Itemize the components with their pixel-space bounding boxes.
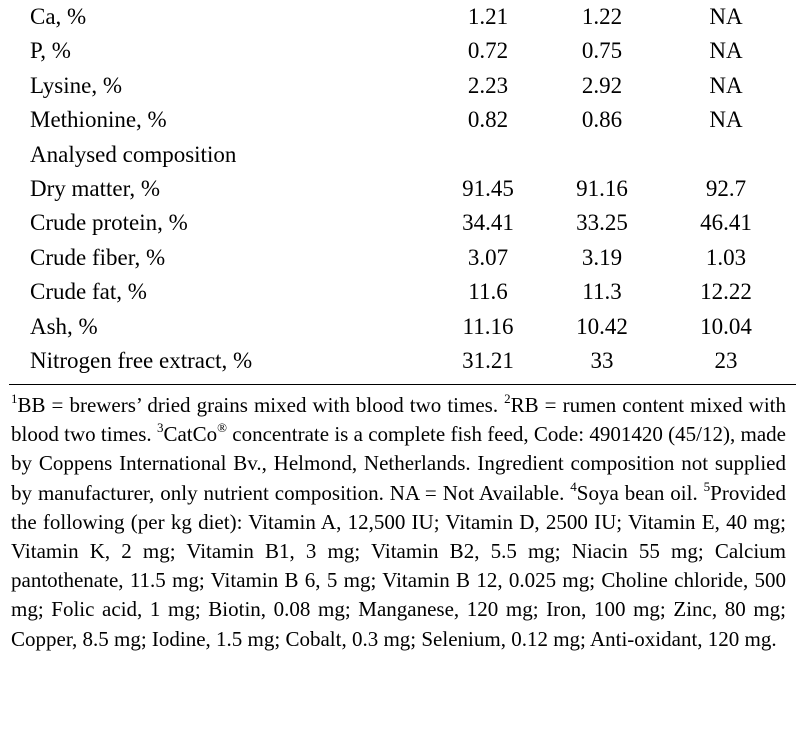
section-heading: Analysed composition [30, 141, 237, 167]
cell-value: 31.21 [462, 347, 514, 373]
table-row: Crude fat, % 11.6 11.3 12.22 [0, 275, 805, 309]
footnote-marker: 5 [703, 478, 711, 494]
cell-value: 2.92 [581, 72, 623, 98]
cell-value: 33 [590, 347, 614, 373]
row-label: Crude fiber, % [30, 244, 166, 270]
table-bottom-rule [9, 384, 796, 385]
footnote-text: Soya bean oil. [576, 480, 704, 505]
cell-value: 1.21 [467, 4, 509, 29]
cell-value: 0.86 [581, 107, 623, 133]
cell-value: 0.72 [467, 38, 509, 64]
cell-value: NA [709, 107, 743, 133]
cell-value: 2.23 [467, 72, 509, 98]
cell-value: 23 [714, 347, 738, 373]
table-row: Dry matter, % 91.45 91.16 92.7 [0, 172, 805, 206]
row-label: Ash, % [30, 313, 98, 339]
table-footnotes: 1BB = brewers’ dried grains mixed with b… [11, 391, 786, 654]
footnote-marker: 4 [570, 478, 577, 494]
footnote-marker: 1 [11, 391, 18, 406]
cell-value: NA [709, 4, 743, 29]
brand-name: CatCo [163, 422, 218, 447]
cell-value: 34.41 [462, 210, 514, 236]
footnote-marker: 3 [156, 420, 164, 436]
cell-value: 10.42 [576, 313, 628, 339]
row-label: Dry matter, % [30, 175, 161, 201]
registered-mark: ® [217, 420, 227, 436]
table-row: Methionine, % 0.82 0.86 NA [0, 103, 805, 137]
row-label: Ca, % [30, 4, 87, 29]
table-row: P, % 0.72 0.75 NA [0, 34, 805, 68]
cell-value: 3.07 [467, 244, 509, 270]
cell-value: 91.45 [462, 175, 514, 201]
cell-value: 92.7 [705, 175, 747, 201]
row-label: Crude protein, % [30, 210, 188, 236]
cell-value: 0.82 [467, 107, 509, 133]
cell-value: NA [709, 38, 743, 64]
cell-value: NA [709, 72, 743, 98]
cell-value: 11.6 [468, 279, 508, 305]
table-row: Ca, % 1.21 1.22 NA [0, 0, 805, 34]
cell-value: 12.22 [700, 279, 752, 305]
cell-value: 1.22 [581, 4, 623, 29]
composition-table: Ca, % 1.21 1.22 NA P, % 0.72 0.75 NA Lys… [0, 0, 805, 378]
cell-value: 0.75 [581, 38, 623, 64]
row-label: Lysine, % [30, 72, 122, 98]
cell-value: 46.41 [700, 210, 752, 236]
cell-value: 33.25 [576, 210, 628, 236]
table-row: Lysine, % 2.23 2.92 NA [0, 69, 805, 103]
row-label: Methionine, % [30, 107, 167, 133]
footnote-marker: 2 [504, 391, 511, 406]
table-row: Crude fiber, % 3.07 3.19 1.03 [0, 241, 805, 275]
cell-value: 91.16 [576, 175, 628, 201]
row-label: P, % [30, 38, 71, 64]
row-label: Nitrogen free extract, % [30, 347, 253, 373]
cell-value: 1.03 [705, 244, 747, 270]
table-row: Nitrogen free extract, % 31.21 33 23 [0, 344, 805, 378]
footnote-text: Provided the following (per kg diet): Vi… [11, 480, 786, 651]
footnote-text: concentrate is a complete fish feed, Cod… [11, 422, 786, 505]
footnote-text: BB = brewers’ dried grains mixed with bl… [17, 393, 505, 417]
cell-value: 3.19 [581, 244, 623, 270]
cell-value: 10.04 [700, 313, 752, 339]
section-header-row: Analysed composition [0, 138, 805, 172]
cell-value: 11.3 [582, 279, 622, 305]
table-row: Ash, % 11.16 10.42 10.04 [0, 310, 805, 344]
row-label: Crude fat, % [30, 279, 147, 305]
table-row: Crude protein, % 34.41 33.25 46.41 [0, 206, 805, 240]
footnote-text: RB = rumen content mixed with blood two … [11, 393, 787, 447]
cell-value: 11.16 [462, 313, 514, 339]
